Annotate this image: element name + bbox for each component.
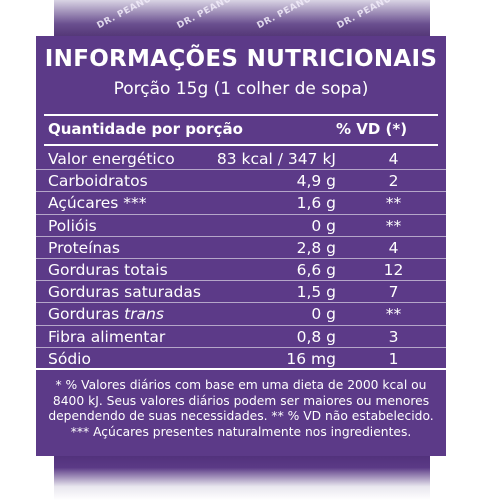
nutrient-amount: 2,8 g (296, 238, 336, 257)
label-title: INFORMAÇÕES NUTRICIONAIS (44, 46, 438, 72)
nutrient-dv: ** (385, 194, 402, 213)
nutrient-dv: 4 (388, 238, 399, 257)
brand-text: DR. PEANUT (255, 0, 320, 32)
table-row: Carboidratos 4,9 g 2 (36, 170, 446, 193)
nutrient-amount: 6,6 g (296, 260, 336, 279)
footnote-sugars: *** Açúcares presentes naturalmente nos … (70, 424, 412, 439)
nutrient-dv: 3 (388, 327, 399, 346)
nutrient-amount: 16 mg (286, 349, 336, 368)
nutrient-name: Polióis (48, 216, 97, 235)
nutrient-dv: 1 (388, 349, 399, 368)
table-row: Fibra alimentar 0,8 g 3 (36, 326, 446, 348)
nutrient-name: Gorduras totais (48, 260, 168, 279)
nutrient-name: Açúcares *** (48, 194, 147, 213)
brand-text: DR. PEANUT (175, 0, 240, 32)
brand-text: DR. PEANUT (95, 0, 160, 32)
divider (44, 114, 438, 116)
table-row: Açúcares *** 1,6 g ** (36, 192, 446, 215)
nutrient-name: Gorduras trans (48, 305, 164, 323)
nutrient-dv: 12 (383, 260, 404, 279)
nutrient-table: Valor energético 83 kcal / 347 kJ 4 Carb… (36, 148, 446, 370)
nutrient-dv: 7 (388, 283, 399, 302)
nutrition-label: INFORMAÇÕES NUTRICIONAIS Porção 15g (1 c… (36, 36, 446, 456)
nutrient-amount: 0 g (311, 305, 336, 324)
quantity-header: Quantidade por porção (48, 120, 243, 138)
dv-header: % VD (*) (336, 120, 408, 138)
nutrient-amount: 83 kcal / 347 kJ (216, 150, 336, 168)
footnote-dv: * % Valores diários com base em uma diet… (48, 378, 434, 423)
jar-lid: DR. PEANUT DR. PEANUT DR. PEANUT DR. PEA… (54, 0, 430, 40)
serving-size: Porção 15g (1 colher de sopa) (113, 79, 369, 99)
table-row: Proteínas 2,8 g 4 (36, 237, 446, 259)
nutrient-dv: 2 (388, 172, 399, 191)
table-row: Valor energético 83 kcal / 347 kJ 4 (36, 148, 446, 171)
nutrient-dv: ** (385, 216, 402, 235)
nutrient-name: Proteínas (48, 238, 120, 257)
nutrient-name: Carboidratos (48, 172, 148, 191)
table-row: Gorduras saturadas 1,5 g 7 (36, 281, 446, 304)
brand-text: DR. PEANUT (335, 0, 400, 32)
nutrient-name: Valor energético (48, 150, 175, 168)
table-row: Polióis 0 g ** (36, 215, 446, 237)
footnotes: * % Valores diários com base em uma diet… (42, 378, 440, 440)
nutrient-amount: 4,9 g (296, 172, 336, 191)
nutrient-amount: 0,8 g (296, 327, 336, 346)
nutrient-dv: ** (385, 305, 402, 324)
nutrient-amount: 0 g (311, 216, 336, 235)
nutrient-name: Gorduras saturadas (48, 283, 201, 302)
table-row: Sódio 16 mg 1 (36, 348, 446, 370)
nutrient-name-prefix: Gorduras (48, 305, 125, 324)
nutrient-amount: 1,6 g (296, 194, 336, 213)
nutrient-name: Sódio (48, 349, 91, 368)
nutrient-dv: 4 (388, 150, 399, 168)
table-row: Gorduras trans 0 g ** (36, 303, 446, 326)
table-row: Gorduras totais 6,6 g 12 (36, 259, 446, 282)
divider (44, 144, 438, 146)
nutrient-name: Fibra alimentar (48, 327, 166, 346)
nutrient-amount: 1,5 g (296, 283, 336, 302)
nutrient-name-italic: trans (124, 305, 164, 324)
